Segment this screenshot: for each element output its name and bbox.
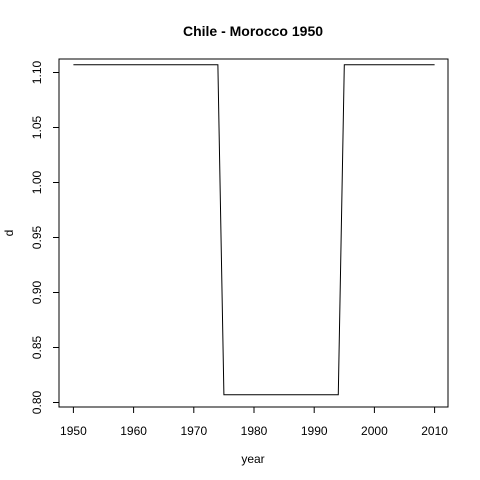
y-tick-label: 0.80 — [30, 390, 44, 414]
x-tick-label: 1980 — [241, 424, 268, 438]
y-tick-label: 1.10 — [30, 60, 44, 84]
x-tick-label: 1960 — [120, 424, 147, 438]
x-tick-label: 1970 — [180, 424, 207, 438]
x-tick-label: 2000 — [361, 424, 388, 438]
y-tick-label: 1.05 — [30, 115, 44, 139]
x-axis: 1950 1960 1970 1980 1990 2000 2010 — [60, 407, 448, 438]
x-tick-label: 1990 — [301, 424, 328, 438]
x-tick-label: 1950 — [60, 424, 87, 438]
y-tick-label: 1.00 — [30, 170, 44, 194]
y-tick-label: 0.95 — [30, 225, 44, 249]
y-tick-label: 0.85 — [30, 335, 44, 359]
x-tick-label: 2010 — [421, 424, 448, 438]
y-tick-label: 0.90 — [30, 280, 44, 304]
series-line — [73, 64, 435, 396]
chart-title: Chile - Morocco 1950 — [183, 23, 323, 39]
y-axis-label: d — [2, 230, 16, 237]
y-axis: 0.80 0.85 0.90 0.95 1.00 1.05 1.10 — [30, 60, 59, 414]
x-axis-label: year — [241, 452, 264, 466]
